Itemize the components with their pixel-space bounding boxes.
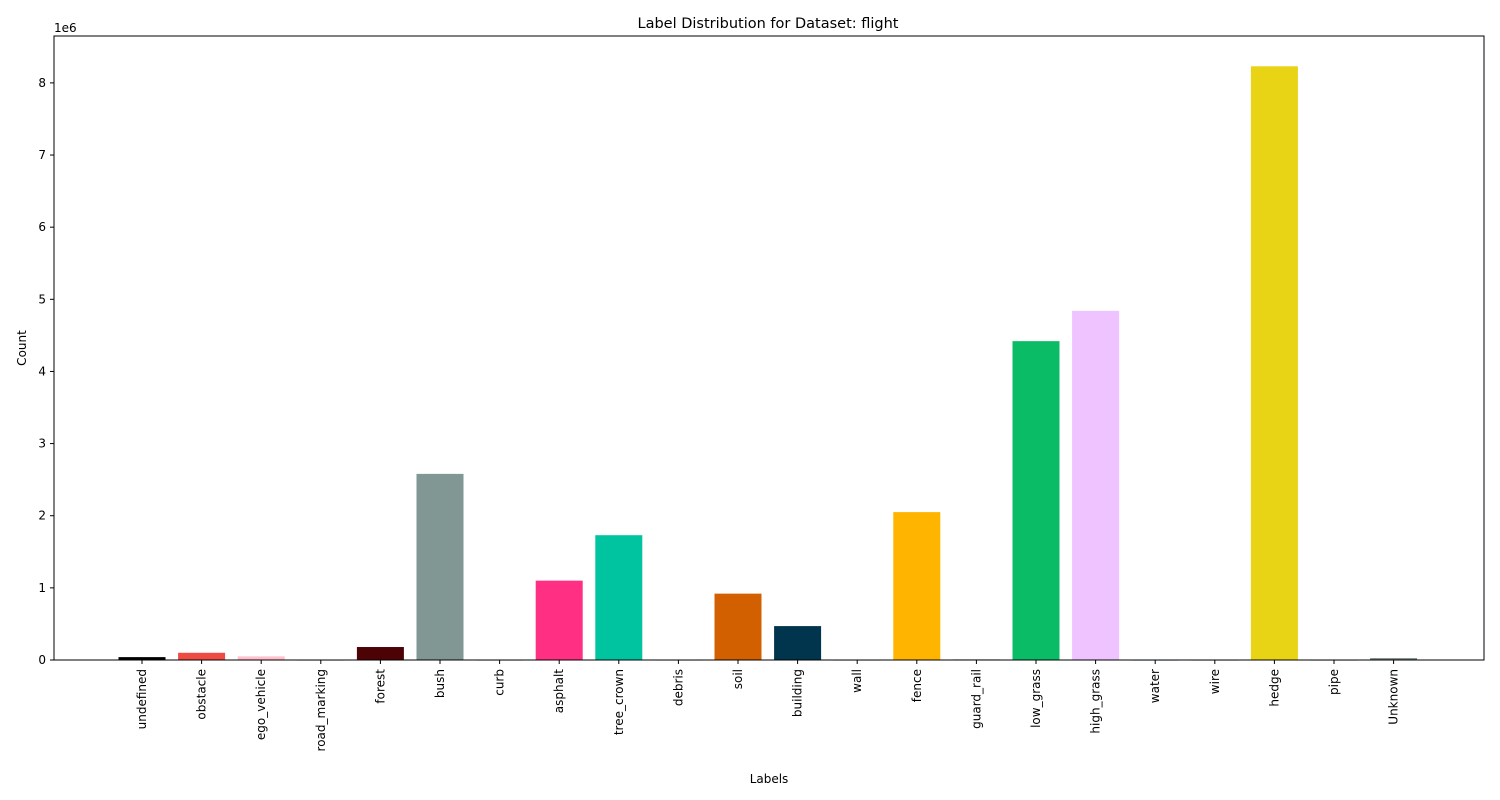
x-tick-label: water <box>1148 669 1162 703</box>
x-tick-label: soil <box>731 669 745 689</box>
y-offset-label: 1e6 <box>54 21 77 35</box>
y-tick-label: 4 <box>38 364 46 378</box>
x-tick-label: tree_crown <box>612 669 626 735</box>
x-tick-label: building <box>791 669 805 717</box>
x-axis-ticks: undefined obstacle ego_vehicle road_marking… <box>135 660 1401 751</box>
x-tick-label: fence <box>910 669 924 702</box>
y-axis-ticks: 0 1 2 3 4 5 6 7 8 <box>38 76 54 667</box>
bar-building <box>774 626 822 660</box>
x-tick-label: Unknown <box>1387 669 1401 725</box>
plot-frame <box>53 35 1485 661</box>
x-tick-label: road_marking <box>314 669 328 751</box>
bar-forest <box>356 647 404 660</box>
x-tick-label: forest <box>373 669 387 704</box>
bar-unknown <box>1370 658 1418 660</box>
x-tick-label: ego_vehicle <box>254 669 268 740</box>
x-tick-label: undefined <box>135 669 149 729</box>
bar-high-grass <box>1072 310 1120 660</box>
y-tick-label: 0 <box>38 653 46 667</box>
y-tick-label: 8 <box>38 76 46 90</box>
bar-undefined <box>118 657 166 660</box>
x-tick-label: pipe <box>1327 669 1341 695</box>
bar-low-grass <box>1012 341 1060 660</box>
bars-group <box>118 66 1418 661</box>
x-tick-label: curb <box>493 669 507 696</box>
x-tick-label: high_grass <box>1089 669 1103 734</box>
y-tick-label: 5 <box>38 292 46 306</box>
bar-tree-crown <box>595 535 643 660</box>
x-tick-label: bush <box>433 669 447 698</box>
bar-asphalt <box>535 580 583 660</box>
x-tick-label: debris <box>671 669 685 706</box>
x-tick-label: guard_rail <box>969 669 983 729</box>
x-tick-label: asphalt <box>552 669 566 714</box>
y-axis-label: Count <box>15 330 29 366</box>
y-tick-label: 3 <box>38 437 46 451</box>
bar-soil <box>714 593 762 660</box>
x-tick-label: wall <box>850 669 864 693</box>
x-axis-label: Labels <box>750 772 789 786</box>
bar-hedge <box>1250 66 1298 660</box>
y-tick-label: 1 <box>38 581 46 595</box>
bar-obstacle <box>178 652 226 660</box>
x-tick-label: obstacle <box>195 669 209 720</box>
bar-bush <box>416 473 464 660</box>
x-tick-label: low_grass <box>1029 669 1043 728</box>
y-tick-label: 2 <box>38 509 46 523</box>
bar-ego-vehicle <box>237 656 285 660</box>
bar-fence <box>893 512 941 660</box>
x-tick-label: hedge <box>1267 669 1281 707</box>
chart-title: Label Distribution for Dataset: flight <box>638 16 899 32</box>
y-tick-label: 6 <box>38 220 46 234</box>
y-tick-label: 7 <box>38 148 46 162</box>
x-tick-label: wire <box>1208 669 1222 694</box>
